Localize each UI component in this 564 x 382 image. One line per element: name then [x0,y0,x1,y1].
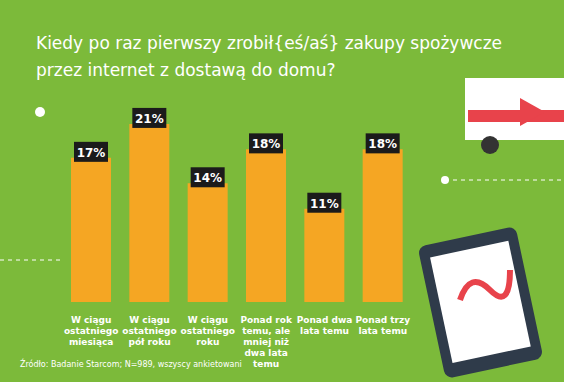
html-text:Kiedy po raz pierwszy zrobił{e: Kiedy po raz pierwszy zrobił{eś/aś} zaku… [36,33,502,80]
svg-text:11%: 11% [310,197,339,211]
svg-text:W ciąguostatniegomiesiąca: W ciąguostatniegomiesiąca [64,315,118,347]
svg-text:Ponad dwalata temu: Ponad dwalata temu [297,315,353,336]
svg-text:21%: 21% [135,112,164,126]
svg-text:W ciąguostatniegoroku: W ciąguostatniegoroku [181,315,235,347]
svg-text:W ciąguostatniegopół roku: W ciąguostatniegopół roku [122,315,176,347]
svg-text:18%: 18% [368,137,397,151]
svg-text:18%: 18% [252,137,281,151]
svg-text:Ponad trzylata temu: Ponad trzylata temu [355,315,410,336]
svg-text:14%: 14% [193,171,222,185]
svg-text:17%: 17% [77,146,106,160]
svg-text:Ponad roktemu, alemniej niżdwa: Ponad roktemu, alemniej niżdwa latatemu [240,315,292,369]
html-text:Źródło: Badanie Starcom; N=989: Źródło: Badanie Starcom; N=989, wszyscy … [20,360,242,369]
